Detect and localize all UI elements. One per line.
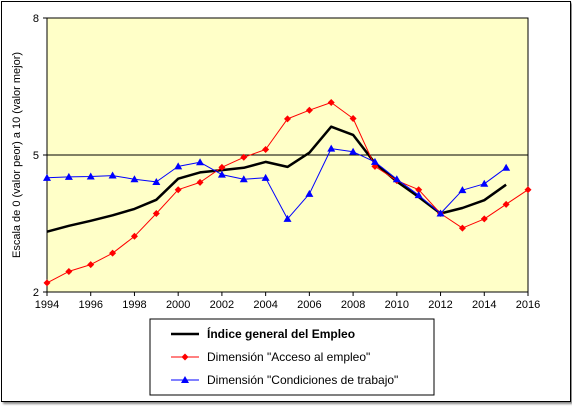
legend-label-1: Dimensión "Acceso al empleo": [207, 350, 370, 364]
data-point-2-2012: [436, 209, 445, 217]
data-point-2-2005: [283, 214, 292, 222]
data-point-1-1998: [130, 232, 138, 240]
series-line-2: [46, 148, 507, 220]
data-point-1-2006: [305, 106, 313, 114]
series-2: [43, 144, 511, 222]
data-point-2-2001: [196, 158, 205, 166]
y-tick-label: 8: [33, 13, 39, 25]
data-point-1-2015: [502, 200, 510, 208]
data-point-2-2000: [174, 162, 183, 170]
data-point-2-2003: [239, 175, 248, 183]
y-tick-label: 5: [33, 150, 39, 162]
data-point-1-1997: [109, 249, 117, 257]
data-point-1-2014: [480, 215, 488, 223]
data-point-1-1994: [43, 279, 51, 287]
legend-swatch-marker-2: [181, 376, 189, 383]
data-point-2-1998: [130, 175, 139, 183]
data-point-2-2013: [458, 186, 467, 194]
data-point-1-2011: [415, 186, 423, 194]
line-chart: 2 5 8 1994 1996 1998 2000 2002 2004 2006 2008 2010…: [11, 13, 540, 396]
data-point-2-2011: [414, 191, 423, 199]
x-tick-label: 2004: [253, 299, 277, 311]
data-point-2-1997: [108, 171, 117, 179]
data-point-1-2008: [349, 114, 357, 122]
x-axis: 1994 1996 1998 2000 2002 2004 2006 2008 2010 2012…: [35, 292, 540, 311]
y-axis-title: Escala de 0 (valor peor) a 10 (valor mej…: [11, 52, 23, 258]
data-point-2-2010: [392, 175, 401, 183]
data-point-2-2008: [349, 147, 358, 155]
data-point-2-1995: [64, 172, 73, 180]
x-tick-label: 2010: [385, 299, 409, 311]
data-point-1-2001: [196, 178, 204, 186]
data-point-1-2000: [174, 186, 182, 194]
data-point-1-2005: [284, 115, 291, 123]
legend-swatch-marker-1: [181, 353, 189, 361]
data-point-2-1994: [43, 173, 51, 181]
data-point-1-1995: [65, 267, 73, 275]
x-tick-label: 2016: [516, 299, 540, 311]
data-point-1-2004: [262, 146, 270, 154]
data-point-2-1999: [152, 177, 161, 185]
data-point-2-2015: [502, 163, 511, 171]
legend: Índice general del Empleo Dimensión "Acc…: [149, 318, 435, 396]
data-point-1-2016: [524, 186, 532, 194]
data-point-1-2007: [327, 98, 335, 106]
x-tick-label: 2014: [472, 299, 496, 311]
series-line-0: [46, 125, 507, 233]
x-tick-label: 1994: [35, 299, 59, 311]
data-point-2-2014: [480, 179, 489, 187]
data-point-2-2009: [370, 157, 379, 165]
data-point-2-2002: [217, 170, 226, 178]
x-tick-label: 2006: [297, 299, 321, 311]
x-tick-label: 2002: [210, 299, 234, 311]
data-point-1-2002: [218, 163, 226, 171]
data-point-2-2004: [261, 173, 270, 181]
x-tick-label: 2008: [341, 299, 365, 311]
data-point-1-2003: [240, 153, 248, 161]
series-layer: [43, 98, 532, 287]
series-0: [46, 125, 507, 233]
x-tick-label: 1998: [122, 299, 146, 311]
data-point-1-1999: [152, 209, 160, 217]
y-axis: 2 5 8: [33, 13, 47, 299]
data-point-1-2013: [458, 224, 466, 232]
data-point-1-1996: [87, 261, 95, 269]
legend-label-2: Dimensión "Condiciones de trabajo": [207, 373, 398, 387]
x-tick-label: 2012: [428, 299, 452, 311]
x-tick-label: 1996: [78, 299, 102, 311]
data-point-2-2007: [327, 144, 336, 152]
data-point-2-1996: [86, 172, 95, 180]
y-tick-label: 2: [33, 287, 39, 299]
x-tick-label: 2000: [166, 299, 190, 311]
legend-label-0: Índice general del Empleo: [207, 326, 355, 341]
data-point-2-2006: [305, 189, 314, 197]
